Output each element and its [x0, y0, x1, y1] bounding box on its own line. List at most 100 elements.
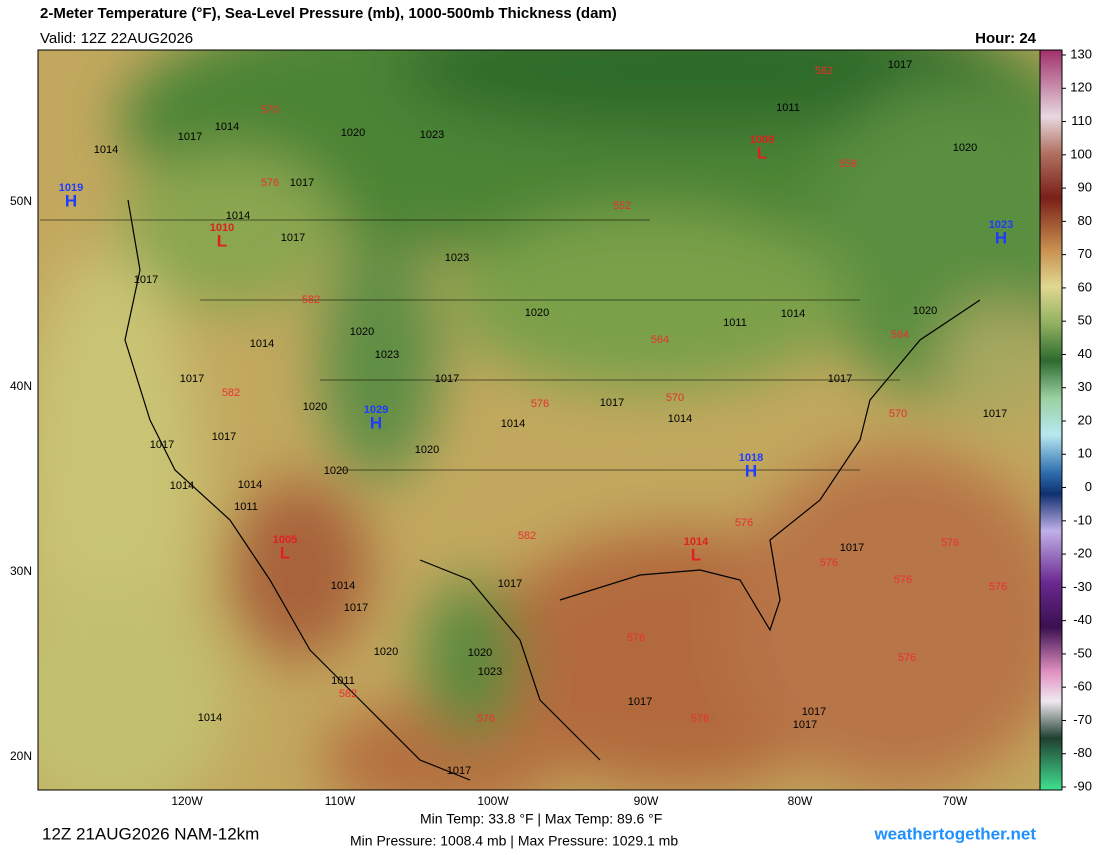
- stats-pressure: Min Pressure: 1008.4 mb | Max Pressure: …: [350, 833, 678, 849]
- isobar-label: 1017: [983, 408, 1007, 420]
- thickness-label: 576: [261, 177, 279, 189]
- colorbar-label: 40: [1078, 346, 1092, 361]
- center-value: 1009: [750, 134, 774, 146]
- isobar-label: 1017: [178, 131, 202, 143]
- thickness-label: 570: [261, 104, 279, 116]
- isobar-label: 1020: [525, 307, 549, 319]
- isobar-label: 1017: [344, 602, 368, 614]
- model-run: 12Z 21AUG2026 NAM-12km: [42, 824, 259, 843]
- longitude-label: 70W: [943, 794, 968, 808]
- colorbar-label: 50: [1078, 313, 1092, 328]
- latitude-label: 40N: [10, 379, 32, 393]
- colorbar-label: 10: [1078, 446, 1092, 461]
- isobar-label: 1017: [840, 542, 864, 554]
- isobar-label: 1023: [445, 252, 469, 264]
- center-value: 1029: [364, 404, 388, 416]
- isobar-label: 1017: [793, 719, 817, 731]
- isobar-label: 1020: [324, 465, 348, 477]
- latitude-label: 50N: [10, 194, 32, 208]
- isobar-label: 1014: [198, 712, 222, 724]
- thickness-label: 564: [651, 334, 669, 346]
- longitude-label: 120W: [171, 794, 203, 808]
- center-value: 1018: [739, 452, 763, 464]
- center-symbol: H: [995, 228, 1007, 247]
- colorbar-label: 30: [1078, 379, 1092, 394]
- longitude-label: 110W: [325, 794, 356, 808]
- isobar-label: 1011: [723, 317, 747, 329]
- center-value: 1019: [59, 182, 83, 194]
- colorbar-label: 90: [1078, 180, 1092, 195]
- isobar-label: 1014: [501, 418, 525, 430]
- isobar-label: 1011: [776, 102, 800, 114]
- colorbar-label: -30: [1073, 579, 1092, 594]
- colorbar-label: 60: [1078, 279, 1092, 294]
- center-symbol: L: [757, 143, 767, 162]
- colorbar-label: -70: [1073, 712, 1092, 727]
- map: [38, 50, 1040, 790]
- isobar-label: 1020: [415, 444, 439, 456]
- isobar-label: 1017: [447, 765, 471, 777]
- isobar-label: 1017: [628, 696, 652, 708]
- isobar-label: 1020: [341, 127, 365, 139]
- isobar-label: 1020: [468, 647, 492, 659]
- thickness-label: 576: [627, 632, 645, 644]
- colorbar-label: -50: [1073, 645, 1092, 660]
- thickness-label: 570: [889, 408, 907, 420]
- isobar-label: 1020: [374, 646, 398, 658]
- isobar-label: 1011: [331, 675, 355, 687]
- isobar-label: 1017: [281, 232, 305, 244]
- isobar-label: 1017: [290, 177, 314, 189]
- latitude-label: 20N: [10, 749, 32, 763]
- thickness-label: 576: [894, 574, 912, 586]
- thickness-label: 570: [666, 392, 684, 404]
- center-symbol: L: [691, 545, 701, 564]
- center-symbol: L: [280, 543, 290, 562]
- thickness-label: 576: [691, 713, 709, 725]
- longitude-label: 100W: [477, 794, 509, 808]
- isobar-label: 1017: [134, 274, 158, 286]
- center-value: 1014: [684, 536, 709, 548]
- isobar-label: 1020: [350, 326, 374, 338]
- colorbar-label: 20: [1078, 412, 1092, 427]
- isobar-label: 1014: [331, 580, 355, 592]
- colorbar: [1039, 49, 1063, 791]
- colorbar-label: 0: [1085, 479, 1092, 494]
- isobar-label: 1014: [668, 413, 692, 425]
- thickness-label: 558: [839, 158, 857, 170]
- isobar-label: 1017: [802, 706, 826, 718]
- center-symbol: H: [65, 191, 77, 210]
- title: 2-Meter Temperature (°F), Sea-Level Pres…: [40, 5, 617, 22]
- thickness-label: 576: [989, 581, 1007, 593]
- thickness-label: 576: [898, 652, 916, 664]
- colorbar-label: 130: [1070, 46, 1092, 61]
- colorbar-label: 100: [1070, 146, 1092, 161]
- thickness-label: 552: [613, 200, 631, 212]
- isobar-label: 1014: [238, 479, 262, 491]
- isobar-label: 1014: [215, 121, 239, 133]
- colorbar-label: 70: [1078, 246, 1092, 261]
- colorbar-label: -90: [1073, 778, 1092, 793]
- thickness-label: 576: [531, 398, 549, 410]
- thickness-label: 582: [339, 688, 357, 700]
- colorbar-label: -40: [1073, 612, 1092, 627]
- isobar-label: 1014: [250, 338, 274, 350]
- isobar-label: 1017: [600, 397, 624, 409]
- isobar-label: 1014: [170, 480, 194, 492]
- colorbar-label: -60: [1073, 679, 1092, 694]
- isobar-label: 1023: [420, 129, 444, 141]
- colorbar-label: -10: [1073, 512, 1092, 527]
- isobar-label: 1014: [781, 308, 805, 320]
- site-watermark: weathertogether.net: [873, 824, 1036, 843]
- isobar-label: 1014: [94, 144, 118, 156]
- thickness-label: 582: [815, 65, 833, 77]
- isobar-label: 1017: [435, 373, 459, 385]
- thickness-label: 582: [518, 530, 536, 542]
- isobar-label: 1023: [478, 666, 502, 678]
- thickness-label: 576: [820, 557, 838, 569]
- isobar-label: 1023: [375, 349, 399, 361]
- valid-time: Valid: 12Z 22AUG2026: [40, 30, 193, 47]
- colorbar-label: -80: [1073, 745, 1092, 760]
- isobar-label: 1017: [212, 431, 236, 443]
- center-value: 1010: [210, 222, 234, 234]
- thickness-label: 576: [735, 517, 753, 529]
